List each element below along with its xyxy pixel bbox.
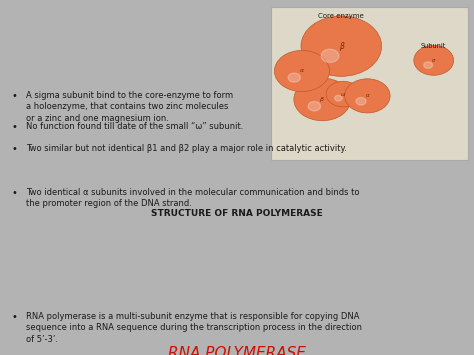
Text: α: α [365, 93, 369, 98]
Text: RNA polymerase is a multi-subunit enzyme that is responsible for copying DNA
seq: RNA polymerase is a multi-subunit enzyme… [26, 312, 362, 344]
Text: •: • [12, 91, 18, 100]
Text: No function found till date of the small “ω” subunit.: No function found till date of the small… [26, 122, 244, 131]
Circle shape [424, 62, 432, 69]
Circle shape [274, 50, 329, 92]
Text: RNA POLYMERASE: RNA POLYMERASE [168, 346, 306, 355]
Circle shape [288, 73, 301, 82]
Circle shape [335, 95, 342, 101]
Text: STRUCTURE OF RNA POLYMERASE: STRUCTURE OF RNA POLYMERASE [151, 209, 323, 218]
Text: •: • [12, 122, 18, 132]
Circle shape [308, 102, 320, 111]
Text: Core enzyme: Core enzyme [319, 13, 364, 19]
Text: Two similar but not identical β1 and β2 play a major role in catalytic activity.: Two similar but not identical β1 and β2 … [26, 144, 347, 153]
Text: σ: σ [432, 58, 436, 63]
Circle shape [326, 81, 360, 107]
Circle shape [294, 78, 351, 121]
Text: ω: ω [341, 92, 346, 97]
Text: A sigma subunit bind to the core-enzyme to form
a holoenzyme, that contains two : A sigma subunit bind to the core-enzyme … [26, 91, 233, 123]
FancyBboxPatch shape [271, 7, 468, 160]
Text: β: β [320, 97, 324, 102]
Circle shape [321, 49, 339, 62]
Circle shape [345, 79, 390, 113]
Text: Subunit: Subunit [421, 43, 447, 49]
Circle shape [356, 98, 366, 105]
Text: Two identical α subunits involved in the molecular communication and binds to
th: Two identical α subunits involved in the… [26, 188, 360, 208]
Text: •: • [12, 312, 18, 322]
Text: α: α [300, 69, 304, 73]
Circle shape [414, 45, 454, 75]
Text: •: • [12, 144, 18, 154]
Text: β: β [339, 42, 344, 51]
Text: •: • [12, 188, 18, 198]
Circle shape [301, 16, 382, 76]
